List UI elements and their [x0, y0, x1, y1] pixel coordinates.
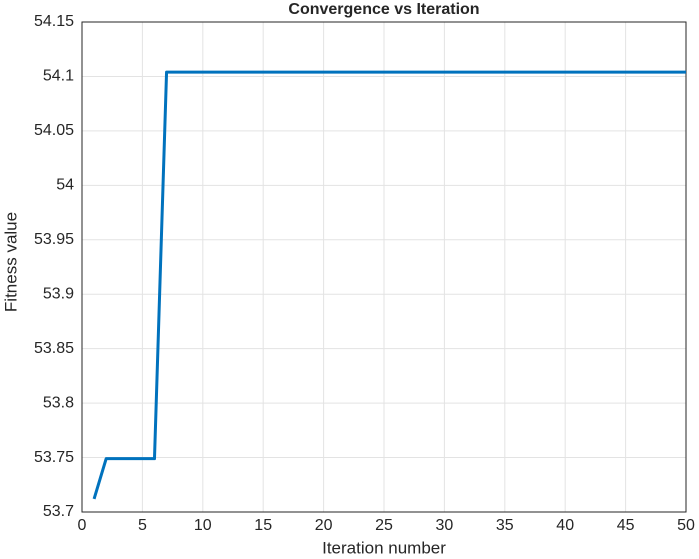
y-axis-label: Fitness value: [1, 212, 20, 312]
x-tick-label: 35: [496, 517, 514, 534]
y-tick-label: 54.1: [43, 68, 74, 85]
y-tick-label: 53.95: [34, 231, 74, 248]
x-tick-label: 20: [315, 517, 333, 534]
y-tick-label: 53.75: [34, 449, 74, 466]
x-tick-label: 45: [617, 517, 635, 534]
y-tick-label: 54: [56, 177, 74, 194]
y-tick-label: 54.15: [34, 13, 74, 30]
x-tick-label: 10: [194, 517, 212, 534]
y-tick-label: 53.85: [34, 340, 74, 357]
y-tick-label: 53.9: [43, 285, 74, 302]
x-tick-label: 30: [436, 517, 454, 534]
x-tick-label: 40: [556, 517, 574, 534]
x-axis-label: Iteration number: [322, 538, 446, 557]
chart-title: Convergence vs Iteration: [288, 1, 479, 18]
x-tick-label: 25: [375, 517, 393, 534]
x-tick-label: 5: [138, 517, 147, 534]
y-tick-label: 54.05: [34, 122, 74, 139]
x-tick-label: 50: [677, 517, 695, 534]
plot-frame: [81, 21, 687, 513]
x-tick-label: 15: [254, 517, 272, 534]
y-tick-label: 53.7: [43, 503, 74, 520]
y-tick-label: 53.8: [43, 394, 74, 411]
data-line: [92, 70, 686, 500]
x-tick-label: 0: [78, 517, 87, 534]
